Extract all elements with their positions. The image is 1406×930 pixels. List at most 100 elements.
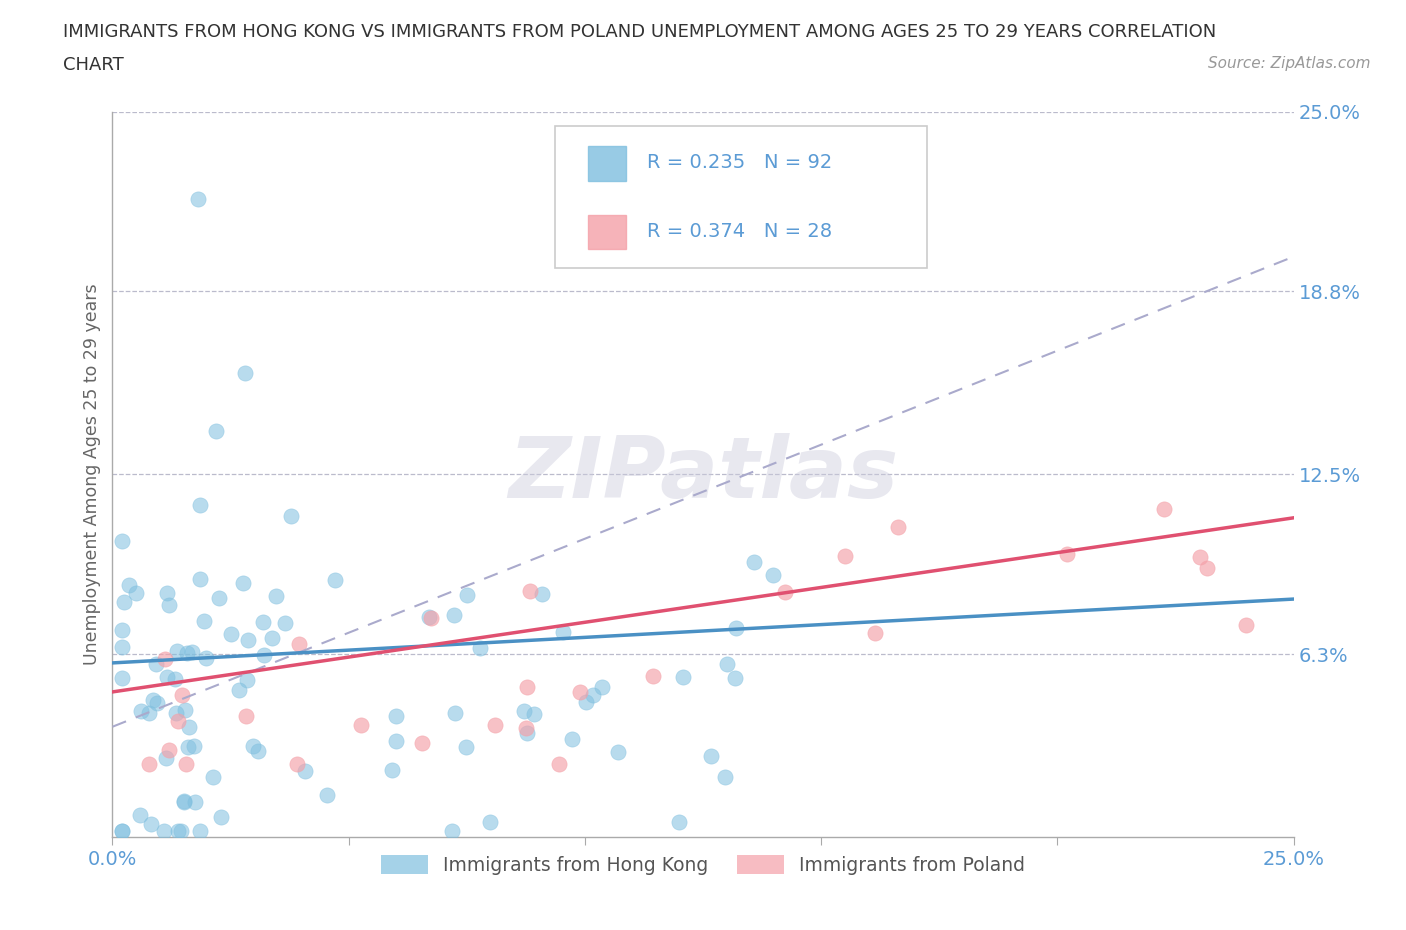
- Point: [443, 607, 465, 622]
- Point: [188, 824, 211, 839]
- Point: [188, 571, 211, 586]
- Point: [111, 824, 134, 839]
- Point: [672, 670, 695, 684]
- Point: [1197, 561, 1219, 576]
- Point: [385, 734, 408, 749]
- Point: [512, 704, 534, 719]
- Y-axis label: Unemployment Among Ages 25 to 29 years: Unemployment Among Ages 25 to 29 years: [83, 284, 101, 665]
- Point: [252, 615, 274, 630]
- Text: ZIPatlas: ZIPatlas: [508, 432, 898, 516]
- Point: [569, 684, 592, 699]
- Point: [157, 598, 180, 613]
- Point: [242, 738, 264, 753]
- Point: [641, 668, 664, 683]
- Point: [323, 573, 346, 588]
- Point: [418, 610, 440, 625]
- Point: [173, 794, 195, 809]
- Bar: [589, 215, 626, 249]
- Point: [155, 751, 177, 765]
- Point: [381, 763, 404, 777]
- Point: [233, 365, 256, 380]
- Point: [207, 591, 229, 605]
- Point: [166, 643, 188, 658]
- Point: [723, 671, 745, 685]
- Point: [183, 738, 205, 753]
- Point: [138, 757, 160, 772]
- Point: [294, 764, 316, 778]
- Point: [174, 757, 197, 772]
- Text: Source: ZipAtlas.com: Source: ZipAtlas.com: [1208, 56, 1371, 71]
- Point: [456, 588, 478, 603]
- Text: R = 0.235   N = 92: R = 0.235 N = 92: [648, 153, 832, 172]
- Point: [232, 575, 254, 590]
- Point: [519, 584, 541, 599]
- Point: [186, 192, 208, 206]
- Point: [236, 672, 259, 687]
- Point: [516, 725, 538, 740]
- Point: [773, 585, 796, 600]
- Point: [111, 671, 134, 685]
- Point: [1153, 501, 1175, 516]
- Point: [456, 740, 478, 755]
- Point: [253, 648, 276, 663]
- Point: [725, 620, 748, 635]
- Point: [112, 594, 135, 609]
- Point: [444, 705, 467, 720]
- Point: [411, 736, 433, 751]
- Point: [145, 657, 167, 671]
- Point: [183, 794, 205, 809]
- Point: [139, 817, 162, 831]
- Point: [205, 423, 228, 438]
- Point: [142, 692, 165, 707]
- Point: [111, 622, 134, 637]
- Point: [125, 585, 148, 600]
- Point: [166, 713, 188, 728]
- Point: [146, 696, 169, 711]
- Point: [479, 815, 502, 830]
- Point: [742, 554, 765, 569]
- Point: [515, 721, 537, 736]
- Point: [440, 824, 463, 839]
- Point: [157, 742, 180, 757]
- Point: [111, 534, 134, 549]
- Point: [1234, 618, 1257, 632]
- Point: [221, 626, 243, 641]
- Point: [118, 578, 141, 592]
- Point: [484, 718, 506, 733]
- Point: [167, 824, 190, 839]
- Point: [138, 706, 160, 721]
- Point: [201, 770, 224, 785]
- Text: CHART: CHART: [63, 56, 124, 73]
- Point: [156, 670, 179, 684]
- Point: [129, 704, 152, 719]
- Point: [607, 745, 630, 760]
- Point: [193, 614, 215, 629]
- Point: [1188, 550, 1211, 565]
- Point: [548, 757, 571, 772]
- Point: [188, 498, 211, 512]
- Point: [170, 688, 193, 703]
- Point: [523, 707, 546, 722]
- Point: [515, 679, 537, 694]
- Point: [1056, 547, 1078, 562]
- Point: [169, 824, 191, 839]
- Point: [174, 702, 197, 717]
- Point: [262, 631, 284, 645]
- Point: [561, 731, 583, 746]
- Point: [582, 687, 605, 702]
- Point: [350, 718, 373, 733]
- Point: [111, 824, 134, 839]
- Point: [247, 744, 270, 759]
- Text: R = 0.374   N = 28: R = 0.374 N = 28: [648, 221, 832, 241]
- Point: [228, 683, 250, 698]
- Point: [274, 616, 297, 631]
- Point: [700, 749, 723, 764]
- Point: [235, 709, 257, 724]
- Point: [863, 626, 886, 641]
- Legend: Immigrants from Hong Kong, Immigrants from Poland: Immigrants from Hong Kong, Immigrants fr…: [374, 847, 1032, 882]
- Point: [209, 809, 232, 824]
- FancyBboxPatch shape: [555, 126, 928, 268]
- Point: [834, 549, 856, 564]
- Point: [165, 671, 187, 686]
- Point: [285, 757, 308, 772]
